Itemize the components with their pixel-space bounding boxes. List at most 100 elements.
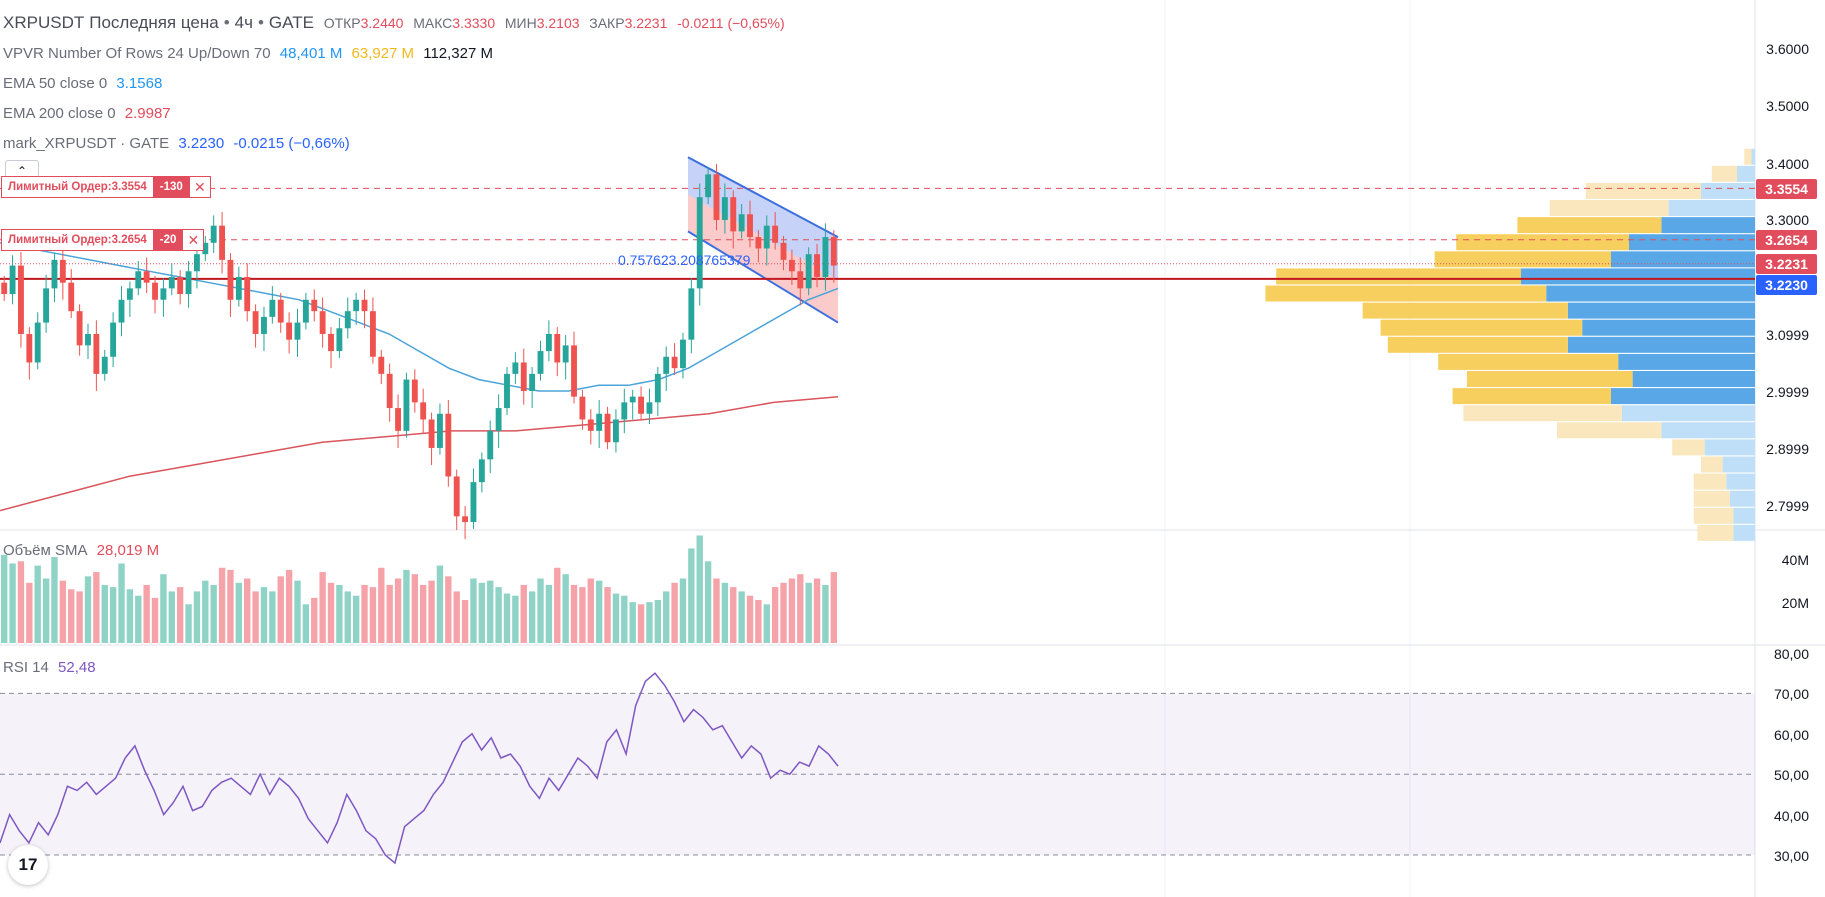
candle-body (369, 311, 376, 357)
candle-body (420, 402, 427, 420)
candle-body (76, 311, 83, 346)
ema200-legend[interactable]: EMA 200 close 0 2.9987 (3, 105, 176, 123)
order-label[interactable]: Лимитный Ордер:3.3554 (1, 176, 154, 198)
ema50-legend[interactable]: EMA 50 close 0 3.1568 (3, 75, 167, 93)
candle-body (629, 396, 636, 403)
candle-body (529, 373, 536, 391)
candle-body (244, 276, 251, 312)
candle-body (269, 299, 276, 317)
symbol-name[interactable]: XRPUSDT (3, 13, 85, 32)
volume-profile-down (1276, 268, 1521, 285)
volume-bar (621, 595, 628, 643)
candle-body (294, 322, 301, 340)
candle-body (822, 237, 829, 277)
rsi-axis-label: 60,00 (1773, 727, 1809, 743)
volume-bar (629, 602, 636, 643)
candle-body (596, 413, 603, 431)
ema200-label: EMA 200 close 0 (3, 105, 116, 122)
volume-profile-down (1467, 371, 1633, 388)
candle-body (571, 345, 577, 397)
candle-body (277, 299, 284, 323)
volume-profile-down (1701, 456, 1723, 473)
vpvr-legend[interactable]: VPVR Number Of Rows 24 Up/Down 70 48,401… (3, 45, 498, 63)
volume-bar (595, 580, 603, 643)
volume-bar (713, 578, 720, 643)
order-cancel-icon[interactable]: ✕ (182, 229, 205, 251)
candle-body (638, 396, 645, 414)
candle-body (445, 413, 452, 477)
rsi-axis-label: 30,00 (1773, 848, 1809, 864)
volume-bar (746, 595, 754, 643)
rsi-line (0, 672, 839, 865)
candle-body (478, 459, 485, 483)
volume-bar (185, 604, 192, 643)
price-axis-label: 2.7999 (1766, 498, 1809, 514)
mark-label: mark_XRPUSDT · GATE (3, 135, 170, 152)
volume-bar (218, 567, 226, 643)
volume-bar (545, 584, 553, 643)
candle-body (487, 430, 494, 460)
volume-profile-down (1697, 524, 1734, 541)
volume-profile-up (1618, 353, 1755, 370)
volume-legend[interactable]: Объём SMA 28,019 M (3, 542, 164, 560)
volume-bar (227, 569, 234, 643)
volume-bar (202, 580, 209, 643)
candle-body (587, 419, 594, 431)
order-label[interactable]: Лимитный Ордер:3.2654 (1, 229, 154, 251)
volume-bar (612, 593, 620, 643)
candle-body (579, 396, 586, 420)
volume-bar (252, 591, 259, 643)
candle-body (135, 271, 142, 289)
ema50-value: 3.1568 (116, 75, 163, 92)
rsi-legend[interactable]: RSI 14 52,48 (3, 659, 101, 677)
volume-profile-down (1456, 234, 1629, 251)
volume-bar (378, 567, 385, 643)
volume-bar (520, 584, 527, 643)
volume-bar (428, 580, 435, 643)
candle-body (730, 197, 737, 232)
order-qty[interactable]: -20 (153, 229, 183, 251)
mark-change: -0.0215 (−0,66%) (233, 135, 350, 152)
volume-bar (34, 565, 41, 643)
volume-bar (160, 574, 167, 643)
order-qty[interactable]: -130 (153, 176, 189, 198)
volume-bar (344, 591, 351, 643)
candle-body (512, 362, 519, 374)
candle-body (319, 311, 326, 334)
price-axis-label: 2.9999 (1766, 384, 1809, 400)
volume-bar (101, 584, 108, 643)
candle-body (68, 282, 75, 312)
limit-order-1[interactable]: Лимитный Ордер:3.3554 -130 ✕ (1, 176, 211, 198)
candle-body (788, 259, 795, 272)
volume-bar (830, 572, 837, 643)
candle-body (202, 242, 209, 255)
tradingview-logo[interactable]: 17 (8, 845, 48, 885)
volume-bar (42, 578, 50, 643)
volume-bar (763, 604, 770, 643)
vpvr-label: VPVR Number Of Rows 24 Up/Down 70 (3, 45, 271, 62)
volume-bar (570, 584, 578, 643)
open-value: 3.2440 (360, 15, 404, 31)
volume-bar (420, 584, 427, 643)
mark-legend[interactable]: mark_XRPUSDT · GATE 3.2230 -0.0215 (−0,6… (3, 135, 355, 153)
candle-body (177, 276, 184, 295)
volume-bar (562, 574, 569, 643)
volume-bar (654, 600, 662, 643)
candle-body (411, 379, 418, 403)
candle-body (562, 345, 569, 363)
low-value: 3.2103 (536, 15, 580, 31)
channel-upper-line (687, 156, 839, 238)
limit-order-2[interactable]: Лимитный Ордер:3.2654 -20 ✕ (1, 229, 205, 251)
volume-profile-up (1567, 302, 1755, 319)
interval[interactable]: 4ч (234, 13, 253, 32)
volume-bar (487, 580, 494, 643)
volume-bar (118, 563, 125, 643)
volume-profile-down (1517, 217, 1662, 234)
candle-body (772, 225, 779, 243)
volume-bar (151, 597, 159, 643)
volume-bar (176, 587, 184, 643)
order-cancel-icon[interactable]: ✕ (188, 176, 211, 198)
exchange: GATE (268, 13, 314, 32)
volume-bar (478, 582, 486, 643)
